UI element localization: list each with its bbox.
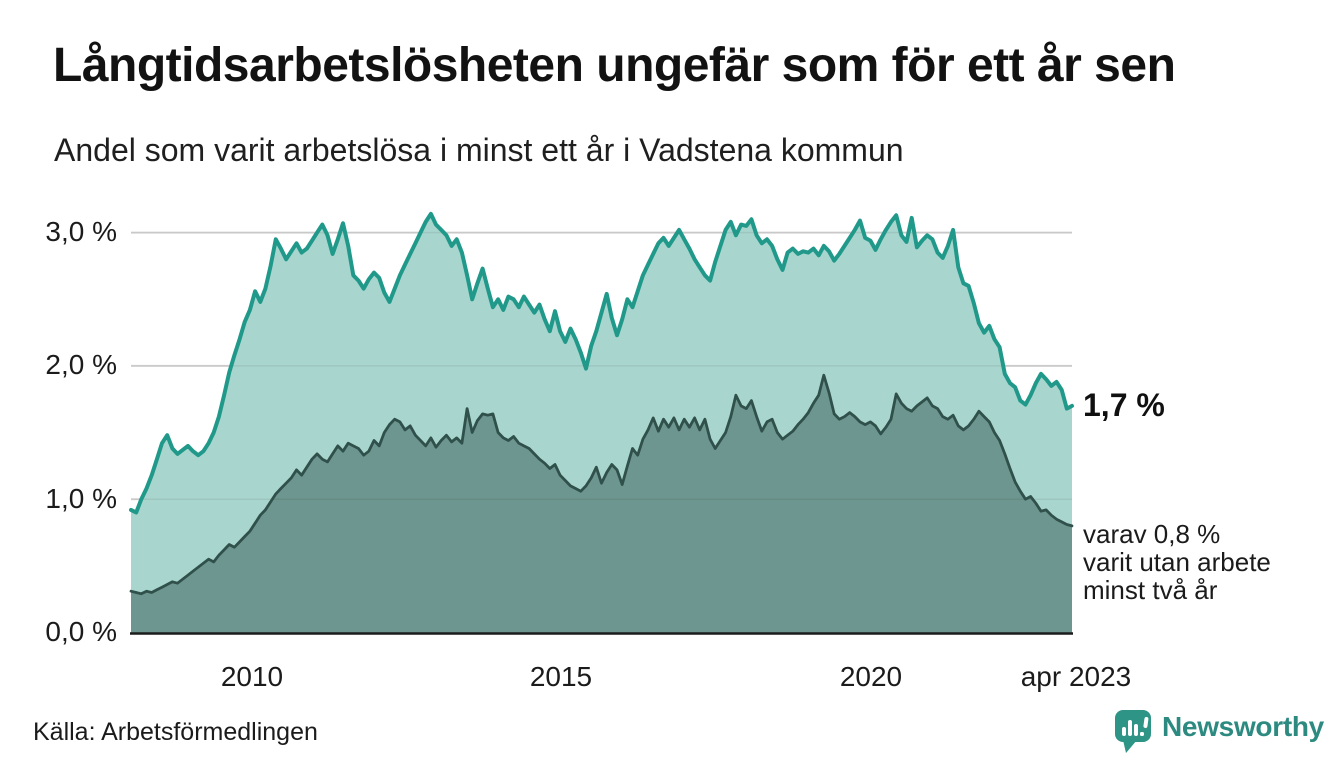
newsworthy-logo: Newsworthy [1113,708,1324,754]
x-tick-label-2015: 2015 [529,661,593,692]
chart-subtitle: Andel som varit arbetslösa i minst ett å… [54,132,904,168]
two-year-note-line1: varav 0,8 % [1083,519,1221,549]
y-tick-label-0: 0,0 % [45,616,117,647]
source-attribution: Källa: Arbetsförmedlingen [33,718,318,746]
y-tick-label-2: 2,0 % [45,349,117,380]
newsworthy-wordmark: Newsworthy [1162,711,1324,742]
two-year-note: varav 0,8 % varit utan arbete minst två … [1083,520,1271,604]
newsworthy-icon [1115,710,1151,753]
x-tick-label-2010: 2010 [220,661,284,692]
latest-value-label: 1,7 % [1083,387,1165,423]
chart-title: Långtidsarbetslösheten ungefär som för e… [53,39,1176,92]
y-tick-label-1: 1,0 % [45,483,117,514]
x-tick-label-2020: 2020 [839,661,903,692]
two-year-note-line2: varit utan arbete [1083,547,1271,577]
y-tick-label-3: 3,0 % [45,216,117,247]
two-year-note-line3: minst två år [1083,575,1218,605]
x-tick-label-apr-2023: apr 2023 [1020,661,1132,692]
